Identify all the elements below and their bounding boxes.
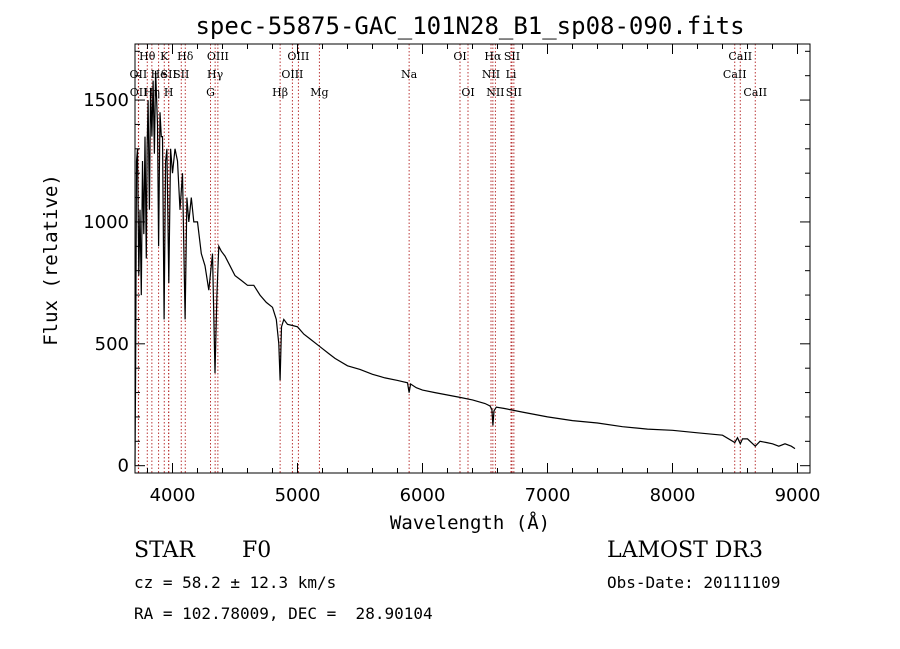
spectral-line-label: H <box>164 86 174 99</box>
spectral-line-label: SII <box>506 86 522 99</box>
spectral-line-label: CaII <box>723 68 747 81</box>
survey-name: LAMOST DR3 <box>607 538 763 563</box>
spectral-line-label: He <box>151 68 167 81</box>
spectrum-line <box>134 70 796 466</box>
spectral-line-label: Hδ <box>177 50 194 63</box>
spectral-line-label: OI <box>461 86 474 99</box>
spectral-line-label: Hθ <box>139 50 156 63</box>
spectral-line-label: Li <box>506 68 517 81</box>
x-axis-label: Wavelength (Å) <box>390 511 550 534</box>
spectral-line-label: OI <box>453 50 466 63</box>
spectral-line-label: SII <box>161 68 177 81</box>
spectral-line-label: OIII <box>281 68 303 81</box>
spectral-line-label: OIII <box>287 50 309 63</box>
object-subclass: F0 <box>242 538 272 563</box>
y-tick-label: 1500 <box>83 90 129 111</box>
object-class: STAR <box>134 538 195 563</box>
spectral-line-label: NII <box>486 86 504 99</box>
spectral-line-label: Mg <box>310 86 328 99</box>
spectral-line-label: NII <box>482 68 500 81</box>
y-tick-label: 500 <box>95 334 129 355</box>
redshift-velocity: cz = 58.2 ± 12.3 km/s <box>134 573 337 592</box>
spectral-line-markers <box>137 44 756 473</box>
spectral-line-label: K <box>160 50 169 63</box>
spectral-line-label: Hβ <box>272 86 288 99</box>
y-tick-label: 1000 <box>83 212 129 233</box>
spectral-line-label: Na <box>401 68 418 81</box>
x-tick-label: 8000 <box>650 485 696 506</box>
coordinates: RA = 102.78009, DEC = 28.90104 <box>134 604 433 623</box>
y-axis-label: Flux (relative) <box>40 174 62 346</box>
x-tick-label: 4000 <box>150 485 196 506</box>
chart-title: spec-55875-GAC_101N28_B1_sp08-090.fits <box>195 12 744 40</box>
x-tick-label: 6000 <box>400 485 446 506</box>
observation-date: Obs-Date: 20111109 <box>607 573 781 592</box>
spectral-line-label: CaII <box>728 50 752 63</box>
spectral-line-label: OII <box>130 68 148 81</box>
x-tick-label: 9000 <box>775 485 821 506</box>
y-axis-ticks: 0 500 1000 1500 <box>83 50 810 477</box>
spectral-line-label: OII <box>130 86 148 99</box>
plot-frame <box>134 43 811 474</box>
spectral-line-label: Hη <box>144 86 160 99</box>
spectral-line-label: G <box>206 86 215 99</box>
x-axis-ticks: 4000 5000 6000 7000 8000 9000 <box>147 44 821 506</box>
spectral-line-label: CaII <box>743 86 767 99</box>
x-tick-label: 7000 <box>525 485 571 506</box>
spectral-line-label: Hγ <box>207 68 224 81</box>
spectral-line-label: SII <box>504 50 520 63</box>
spectral-line-label: OIII <box>207 50 229 63</box>
y-tick-label: 0 <box>118 456 129 477</box>
spectral-line-label: SII <box>173 68 189 81</box>
spectral-line-label: Hα <box>484 50 502 63</box>
x-tick-label: 5000 <box>275 485 321 506</box>
